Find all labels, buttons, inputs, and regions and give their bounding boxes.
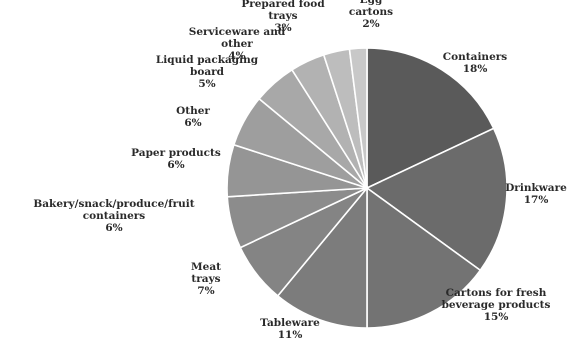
pie-labels: Containers 18% Drinkware 17% Cartons for fre… <box>33 0 567 341</box>
slice-label: Containers 18% <box>443 51 507 75</box>
slice-label: Prepared food trays 3% <box>241 0 325 34</box>
slice-label: Cartons for fresh beverage products 15% <box>442 287 551 323</box>
pie-slices <box>226 47 508 329</box>
slice-label: Drinkware 17% <box>505 182 567 206</box>
slice-label: Bakery/snack/produce/fruit containers 6% <box>33 198 194 234</box>
pie-slice <box>366 186 482 329</box>
pie-slice <box>276 185 368 329</box>
pie-slice <box>348 47 368 189</box>
slice-label: Meat trays 7% <box>191 261 221 297</box>
pie-slice <box>365 127 508 272</box>
slice-label: Serviceware and other 4% <box>189 26 286 62</box>
slice-label: Liquid packaging board 5% <box>156 54 259 90</box>
slice-label: Egg cartons 2% <box>349 0 393 30</box>
pie-slice <box>366 47 495 190</box>
slice-label: Paper products 6% <box>131 147 221 171</box>
slice-label: Tableware 11% <box>260 317 320 341</box>
slice-label: Other 6% <box>176 105 210 129</box>
